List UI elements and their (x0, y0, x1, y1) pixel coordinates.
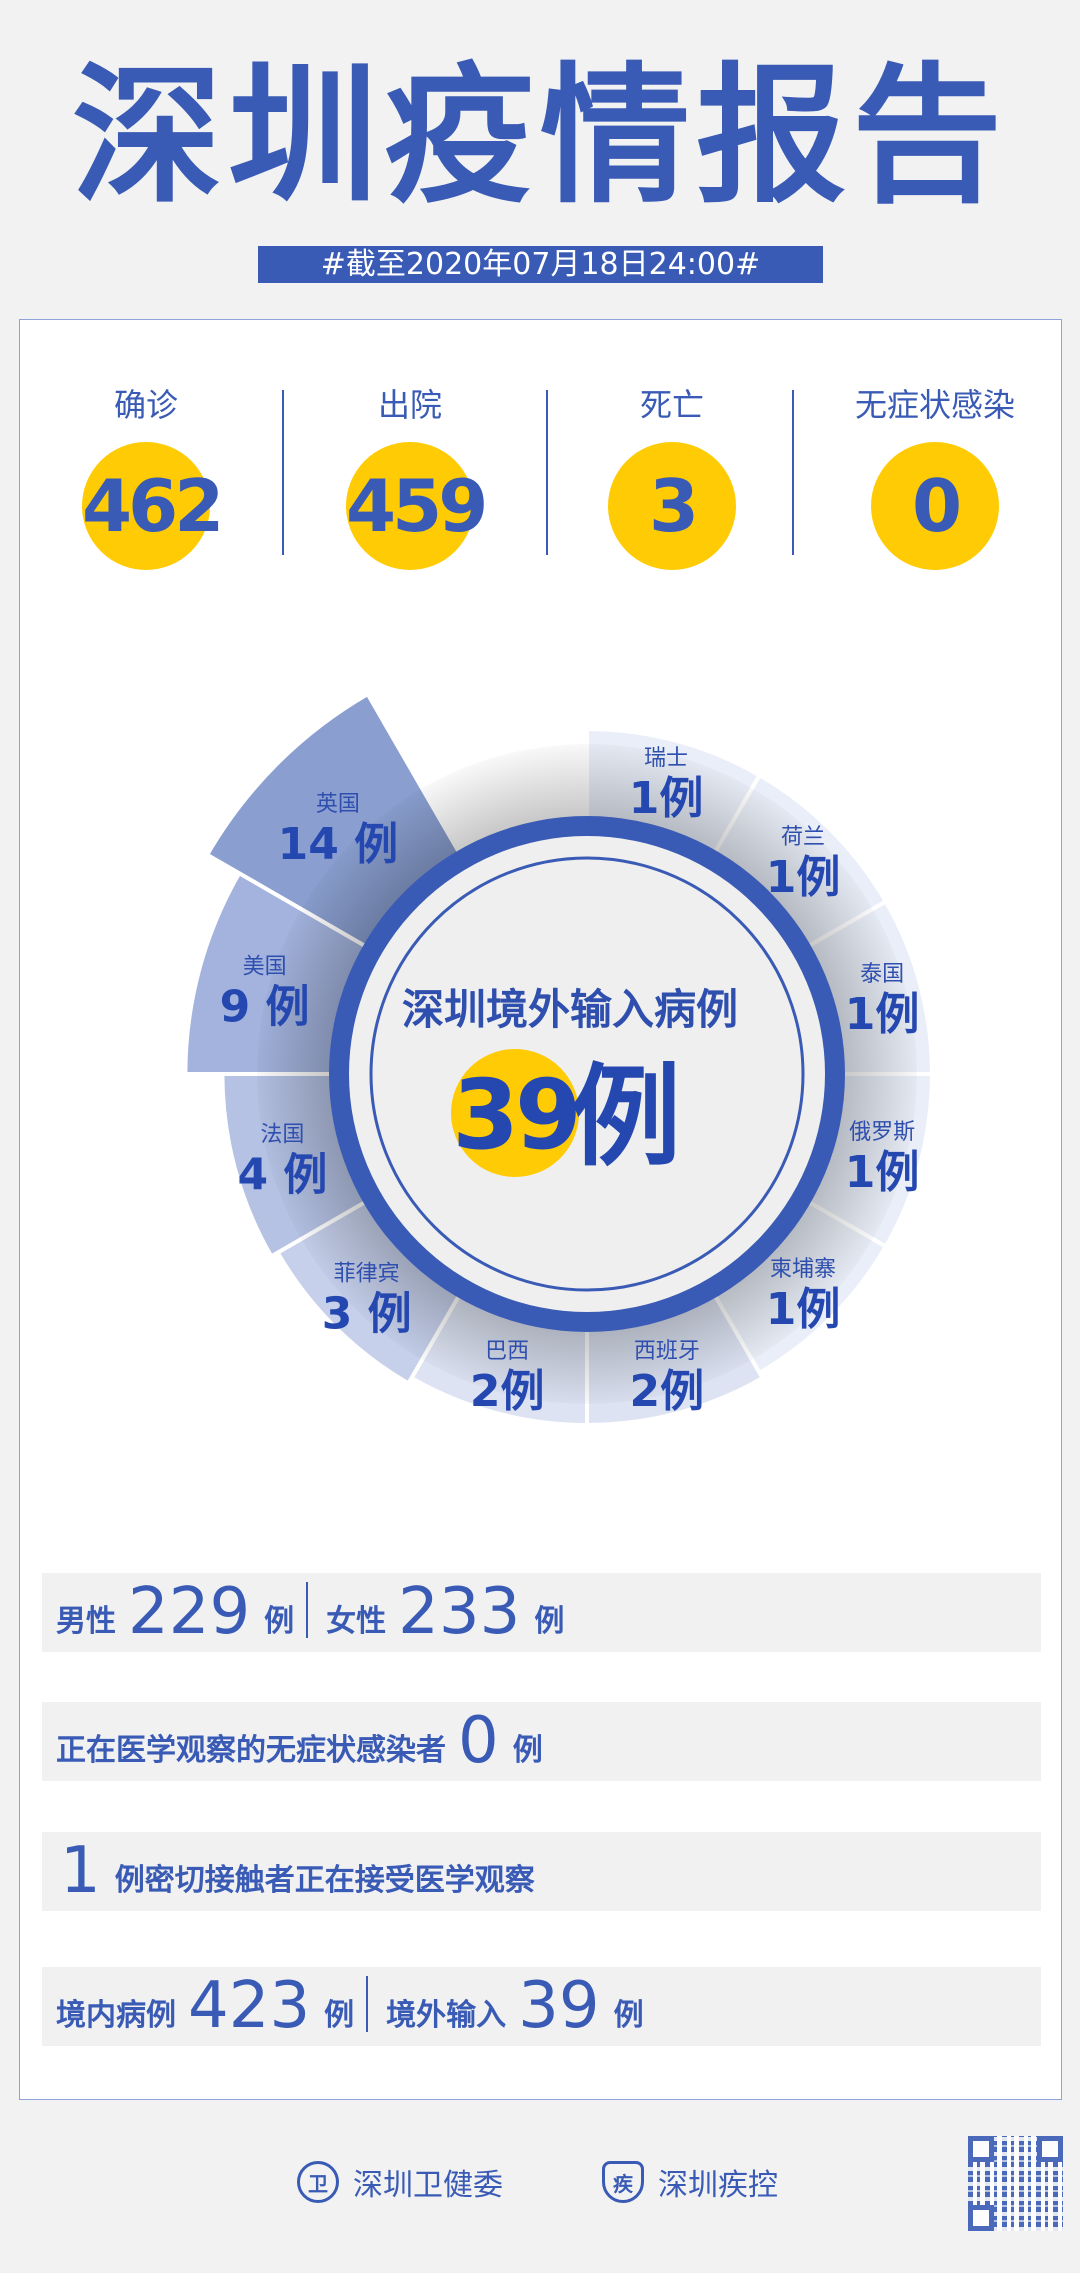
female-label: 女性 (326, 1604, 387, 1639)
female-count: 233 (398, 1575, 521, 1649)
stat-asymptomatic: 无症状感染 0 (815, 380, 1055, 570)
stat-label: 出院 (377, 386, 442, 424)
stat-label: 无症状感染 (854, 386, 1015, 424)
stat-value: 3 (608, 442, 736, 570)
stat-value: 462 (82, 442, 224, 570)
divider (792, 390, 794, 555)
male-label: 男性 (56, 1604, 116, 1639)
asym-label: 正在医学观察的无症状感染者 (56, 1733, 446, 1768)
date-banner: #截至2020年07月18日24:00# (258, 246, 823, 283)
male-count: 229 (128, 1575, 251, 1649)
gender-row: 男性 229 例 女性 233 例 (42, 1573, 1041, 1652)
local-label: 境内病例 (56, 1998, 176, 2033)
local-count: 423 (188, 1969, 311, 2043)
stat-value: 459 (346, 442, 488, 570)
stat-deaths: 死亡 3 (552, 380, 792, 570)
stat-value: 0 (871, 442, 999, 570)
unit: 例 (534, 1604, 565, 1639)
contacts-count: 1 (60, 1834, 101, 1908)
divider (366, 1976, 369, 2032)
cdc-shield-icon: 疾 (602, 2161, 644, 2203)
report-card: 确诊 462 出院 459 死亡 3 无症状感染 0 男性 229 例 女性 233 例… (19, 319, 1062, 2100)
imported-label: 境外输入 (386, 1998, 507, 2033)
asymptomatic-row: 正在医学观察的无症状感染者 0 例 (42, 1702, 1041, 1781)
source-row: 境内病例 423 例 境外输入 39 例 (42, 1967, 1041, 2046)
page-title: 深圳疫情报告 (71, 50, 1008, 224)
unit: 例 (512, 1733, 543, 1768)
asym-count: 0 (458, 1704, 499, 1778)
stat-discharged: 出院 459 (290, 380, 530, 570)
qr-code-icon[interactable] (968, 2136, 1063, 2231)
imported-count: 39 (518, 1969, 600, 2043)
unit: 例 (324, 1998, 355, 2033)
divider (546, 390, 548, 555)
stat-label: 死亡 (639, 386, 704, 424)
footer-org-health: 卫深圳卫健委 (297, 2160, 503, 2204)
org-name: 深圳卫健委 (353, 2168, 503, 2203)
org-name: 深圳疾控 (658, 2168, 778, 2203)
contacts-label: 例密切接触者正在接受医学观察 (114, 1863, 535, 1898)
contacts-row: 1 例密切接触者正在接受医学观察 (42, 1832, 1041, 1911)
divider (306, 1582, 309, 1638)
footer-org-cdc: 疾深圳疾控 (602, 2160, 778, 2204)
stat-confirmed: 确诊 462 (26, 380, 266, 570)
health-commission-logo-icon: 卫 (297, 2161, 339, 2203)
stat-label: 确诊 (113, 386, 178, 424)
unit: 例 (264, 1604, 295, 1639)
divider (282, 390, 284, 555)
unit: 例 (613, 1998, 644, 2033)
